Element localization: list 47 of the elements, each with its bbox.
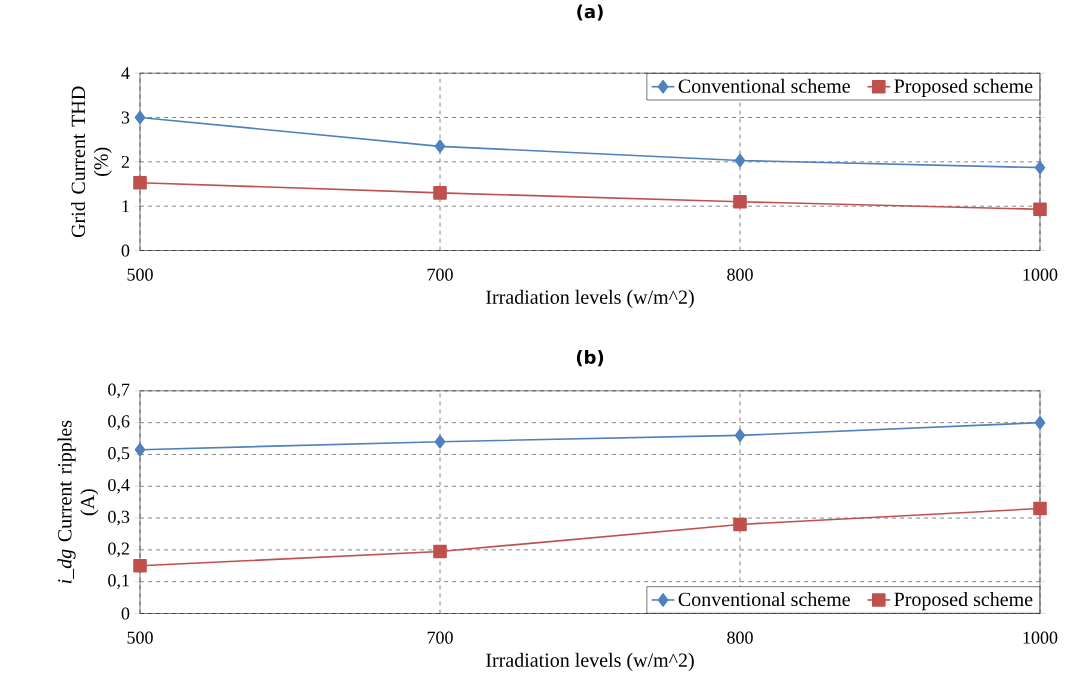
point <box>1033 501 1047 516</box>
point <box>134 110 146 125</box>
point <box>1034 416 1046 430</box>
legend-label: Conventional scheme <box>678 79 850 94</box>
chart-title: (a) <box>577 4 603 21</box>
point <box>434 435 446 449</box>
y-tick-label: 0,6 <box>108 415 130 431</box>
legend-label: Conventional scheme <box>678 592 850 607</box>
point <box>433 544 447 559</box>
point <box>734 428 746 443</box>
y-tick-label: 3 <box>121 111 130 124</box>
point <box>1033 202 1047 217</box>
y-tick-label: 0,4 <box>108 479 130 494</box>
y-tick-label: 2 <box>121 156 129 169</box>
x-tick-label: 500 <box>127 631 153 644</box>
x-tick-label: 500 <box>127 268 153 281</box>
chart-title: (b) <box>576 350 604 367</box>
y-tick-label: 0,7 <box>108 383 130 399</box>
y-tick-label: 0,2 <box>108 542 129 558</box>
x-tick-label: 700 <box>427 268 453 281</box>
x-tick-label: 800 <box>727 631 753 644</box>
x-tick-label: 700 <box>427 631 453 644</box>
legend-label: Proposed scheme <box>894 592 1033 611</box>
y-tick-label: 0,5 <box>108 447 130 463</box>
x-axis-title: Irradiation levels (w/m^2) <box>486 290 694 309</box>
point <box>734 153 746 168</box>
point <box>133 559 147 573</box>
legend-label: Proposed scheme <box>894 79 1033 98</box>
x-axis-title: Irradiation levels (w/m^2) <box>486 653 694 672</box>
y-axis-title: i_dg Current ripples (A) <box>57 420 99 584</box>
point <box>133 176 147 190</box>
point <box>733 517 747 532</box>
y-tick-label: 0,1 <box>108 574 129 590</box>
y-tick-label: 0 <box>121 607 130 620</box>
point <box>733 195 747 209</box>
x-tick-label: 1000 <box>1023 631 1058 644</box>
point <box>1034 161 1046 175</box>
y-tick-label: 0 <box>121 244 130 257</box>
x-tick-label: 800 <box>727 268 753 281</box>
y-tick-label: 0,3 <box>108 510 130 526</box>
point <box>134 443 146 457</box>
y-axis-title: Grid Current THD (%) <box>71 86 112 238</box>
y-tick-label: 4 <box>121 67 130 80</box>
point <box>433 186 447 200</box>
point <box>434 139 446 154</box>
x-tick-label: 1000 <box>1023 268 1058 281</box>
y-tick-label: 1 <box>122 200 129 213</box>
